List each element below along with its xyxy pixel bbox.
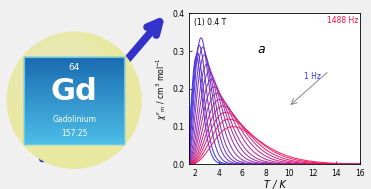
Bar	[24, 137, 124, 139]
Bar	[24, 126, 124, 129]
Bar	[24, 133, 124, 135]
Bar	[24, 115, 124, 118]
Bar	[24, 81, 124, 83]
Bar	[24, 94, 124, 96]
Bar	[24, 70, 124, 72]
Text: Gadolinium: Gadolinium	[52, 115, 96, 124]
Bar	[24, 139, 124, 141]
Bar	[24, 65, 124, 67]
Text: a: a	[257, 43, 265, 57]
Bar	[24, 96, 124, 98]
Bar	[24, 109, 124, 111]
Text: 1 Hz: 1 Hz	[303, 72, 321, 81]
Bar	[24, 68, 124, 70]
Bar	[24, 98, 124, 100]
Bar	[24, 118, 124, 120]
Bar	[24, 76, 124, 78]
Bar	[24, 113, 124, 115]
Bar	[24, 120, 124, 122]
Bar	[24, 87, 124, 89]
Bar	[24, 122, 124, 124]
Text: 157.25: 157.25	[61, 129, 88, 138]
Bar	[24, 57, 124, 59]
Circle shape	[7, 32, 141, 168]
Bar	[24, 135, 124, 137]
Text: Gd: Gd	[51, 77, 98, 106]
Text: (1) 0.4 T: (1) 0.4 T	[194, 18, 227, 27]
Bar	[24, 83, 124, 85]
Bar	[24, 74, 124, 76]
Bar	[24, 102, 124, 105]
Bar	[24, 89, 124, 91]
Bar	[24, 59, 124, 61]
Bar	[24, 105, 124, 107]
Bar	[24, 107, 124, 109]
Text: 1488 Hz: 1488 Hz	[327, 16, 358, 25]
Bar	[24, 129, 124, 131]
Bar	[24, 91, 124, 94]
Text: 64: 64	[69, 63, 80, 72]
Bar	[24, 78, 124, 81]
Bar	[24, 131, 124, 133]
Bar	[24, 124, 124, 126]
Bar	[24, 63, 124, 65]
X-axis label: T / K: T / K	[264, 180, 285, 189]
Bar	[24, 72, 124, 74]
Bar	[24, 61, 124, 63]
Bar	[24, 111, 124, 113]
Y-axis label: $\chi''_m$ / cm$^3$ mol$^{-1}$: $\chi''_m$ / cm$^3$ mol$^{-1}$	[155, 57, 170, 120]
Bar	[24, 100, 124, 102]
Bar	[24, 85, 124, 87]
Bar	[24, 141, 124, 144]
